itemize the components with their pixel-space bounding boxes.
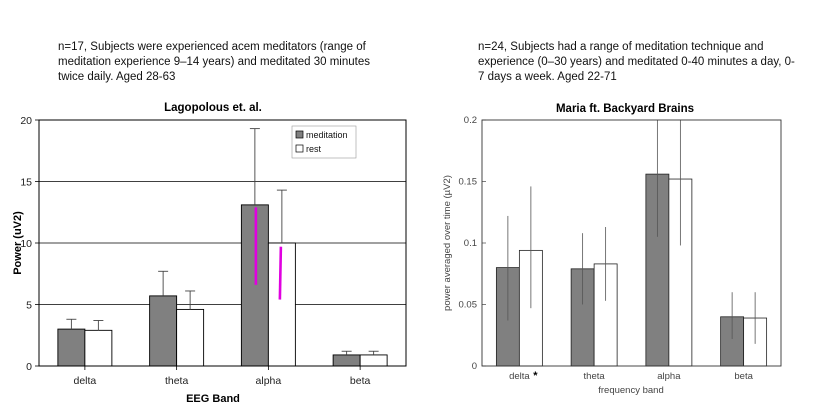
x-tick-label: delta	[509, 371, 530, 382]
legend-swatch-rest	[295, 144, 304, 153]
y-tick-label: 10	[20, 238, 32, 250]
chart-title: Lagopolous et. al.	[164, 102, 262, 114]
x-tick-label: beta	[734, 371, 753, 382]
bar-rest-alpha	[267, 242, 296, 367]
y-tick-label: 20	[20, 115, 32, 127]
legend-label-meditation: meditation	[306, 130, 348, 140]
y-tick-label: 0	[472, 361, 477, 372]
chart-title: Maria ft. Backyard Brains	[556, 103, 694, 115]
y-tick-label: 0.05	[459, 300, 478, 311]
y-tick-label: 0	[26, 361, 32, 373]
x-tick-label: alpha	[657, 371, 681, 382]
bar-meditation-delta	[57, 328, 86, 367]
x-tick-label: theta	[165, 375, 189, 387]
legend-label-rest: rest	[306, 144, 322, 154]
y-tick-label: 15	[20, 177, 32, 189]
plot-frame	[481, 119, 782, 367]
highlight-line	[278, 246, 283, 300]
x-axis-label: EEG Band	[186, 393, 240, 405]
y-tick-label: 5	[26, 300, 32, 312]
bar-rest-beta	[359, 354, 388, 367]
x-tick-label: beta	[350, 375, 371, 387]
legend-swatch-meditation	[295, 130, 304, 139]
bar-meditation-beta	[332, 354, 361, 367]
bar-rest-delta	[84, 329, 113, 367]
y-axis-label: Power (uV2)	[12, 211, 24, 275]
plot-frame	[38, 119, 407, 367]
y-axis-label: power averaged over time (µV2)	[442, 175, 453, 311]
bar-meditation-theta	[149, 295, 178, 367]
x-axis-label: frequency band	[598, 385, 664, 396]
x-tick-label: alpha	[256, 375, 282, 387]
significance-marker: *	[533, 370, 538, 382]
caption-right: n=24, Subjects had a range of meditation…	[478, 41, 795, 83]
y-tick-label: 0.1	[464, 238, 477, 249]
bar-rest-theta	[176, 308, 205, 367]
y-tick-label: 0.15	[459, 177, 478, 188]
y-tick-label: 0.2	[464, 115, 477, 126]
caption-left: n=17, Subjects were experienced acem med…	[58, 41, 370, 83]
x-tick-label: theta	[584, 371, 606, 382]
x-tick-label: delta	[73, 375, 96, 387]
